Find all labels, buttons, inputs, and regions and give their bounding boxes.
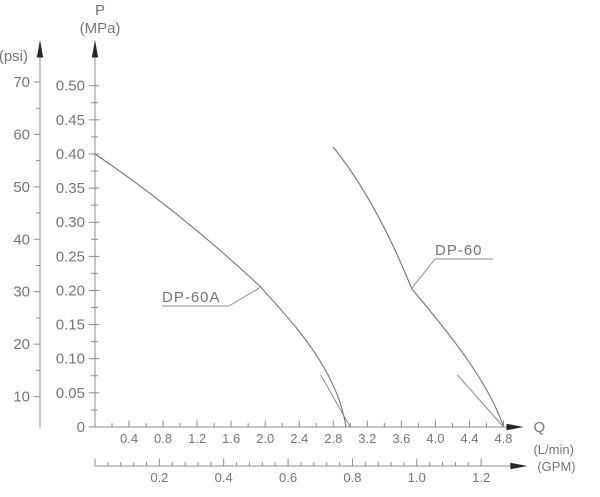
svg-text:(psi): (psi): [0, 48, 28, 65]
svg-text:0: 0: [77, 419, 85, 436]
svg-text:(GPM): (GPM): [537, 459, 575, 474]
svg-text:0.2: 0.2: [150, 470, 168, 485]
svg-text:0.6: 0.6: [279, 470, 297, 485]
svg-text:0.10: 0.10: [56, 351, 85, 368]
svg-text:10: 10: [13, 389, 30, 406]
svg-text:0.45: 0.45: [56, 112, 85, 129]
svg-text:DP-60: DP-60: [435, 242, 483, 259]
svg-text:P: P: [95, 2, 105, 19]
svg-text:4.8: 4.8: [494, 431, 512, 446]
svg-text:0.50: 0.50: [56, 78, 85, 95]
svg-text:(L/min): (L/min): [533, 442, 573, 457]
svg-text:30: 30: [13, 284, 30, 301]
svg-text:1.2: 1.2: [188, 431, 206, 446]
svg-text:4.4: 4.4: [460, 431, 478, 446]
svg-text:1.2: 1.2: [472, 470, 490, 485]
svg-text:0.8: 0.8: [154, 431, 172, 446]
svg-text:(MPa): (MPa): [80, 20, 121, 37]
svg-text:40: 40: [13, 231, 30, 248]
svg-text:1.0: 1.0: [408, 470, 426, 485]
svg-text:0.35: 0.35: [56, 180, 85, 197]
svg-text:60: 60: [13, 126, 30, 143]
svg-text:0.8: 0.8: [343, 470, 361, 485]
svg-text:0.40: 0.40: [56, 146, 85, 163]
svg-text:0.30: 0.30: [56, 214, 85, 231]
svg-text:2.8: 2.8: [324, 431, 342, 446]
svg-text:Q: Q: [533, 419, 545, 436]
svg-text:2.4: 2.4: [290, 431, 308, 446]
svg-text:2.0: 2.0: [256, 431, 274, 446]
svg-text:20: 20: [13, 336, 30, 353]
svg-text:70: 70: [13, 74, 30, 91]
svg-text:0.4: 0.4: [215, 470, 233, 485]
svg-text:0.20: 0.20: [56, 282, 85, 299]
svg-text:4.0: 4.0: [426, 431, 444, 446]
svg-text:0.4: 0.4: [120, 431, 138, 446]
svg-text:0.15: 0.15: [56, 317, 85, 334]
svg-text:0.25: 0.25: [56, 248, 85, 265]
svg-text:3.2: 3.2: [358, 431, 376, 446]
svg-text:3.6: 3.6: [392, 431, 410, 446]
svg-text:1.6: 1.6: [222, 431, 240, 446]
svg-text:50: 50: [13, 179, 30, 196]
svg-text:0.05: 0.05: [56, 385, 85, 402]
svg-text:DP-60A: DP-60A: [162, 289, 221, 306]
